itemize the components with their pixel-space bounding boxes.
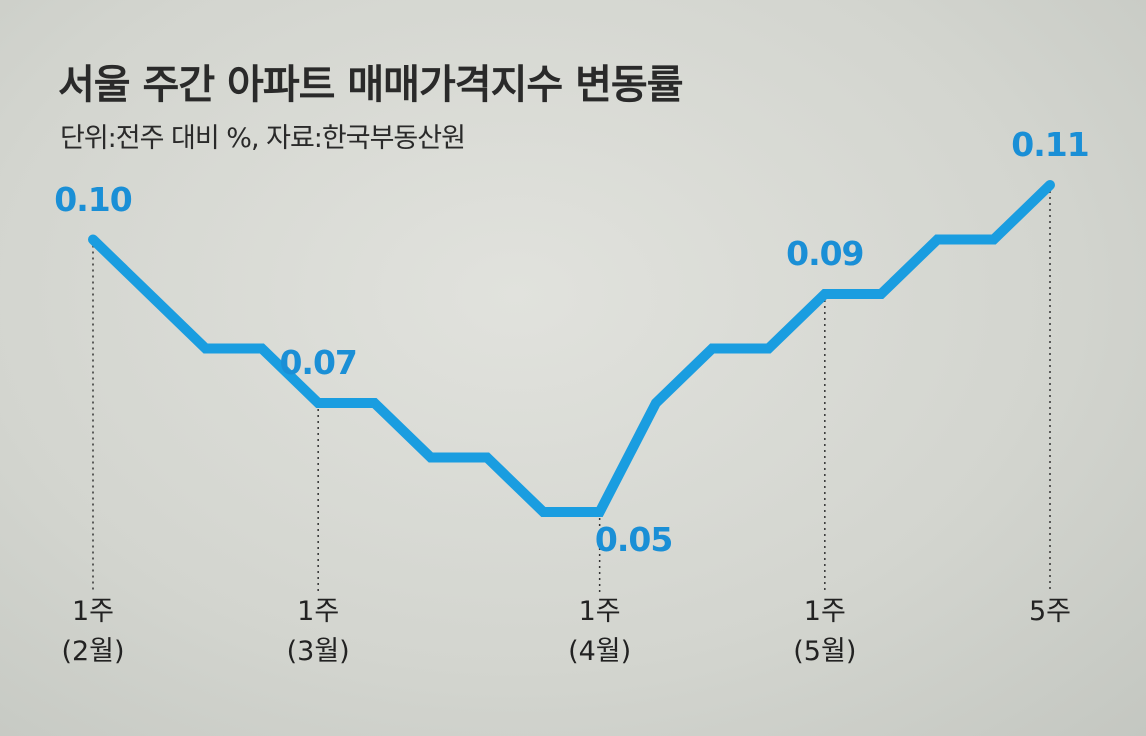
x-tick-label: 1주 (3월)	[286, 596, 350, 667]
x-tick-label: 5주	[1028, 596, 1072, 627]
chart-title: 서울 주간 아파트 매매가격지수 변동률	[58, 62, 684, 108]
x-tick-label: 1주 (5월)	[793, 596, 857, 667]
data-label: 0.07	[279, 343, 357, 382]
data-label: 0.10	[54, 179, 132, 219]
data-label: 0.05	[594, 520, 673, 559]
data-line	[88, 180, 1055, 517]
data-label: 0.11	[1011, 125, 1089, 164]
data-label: 0.09	[786, 234, 864, 273]
x-tick-label: 1주 (2월)	[61, 596, 125, 667]
chart-subtitle: 단위:전주 대비 %, 자료:한국부동산원	[60, 123, 466, 154]
x-tick-label: 1주 (4월)	[568, 596, 632, 667]
